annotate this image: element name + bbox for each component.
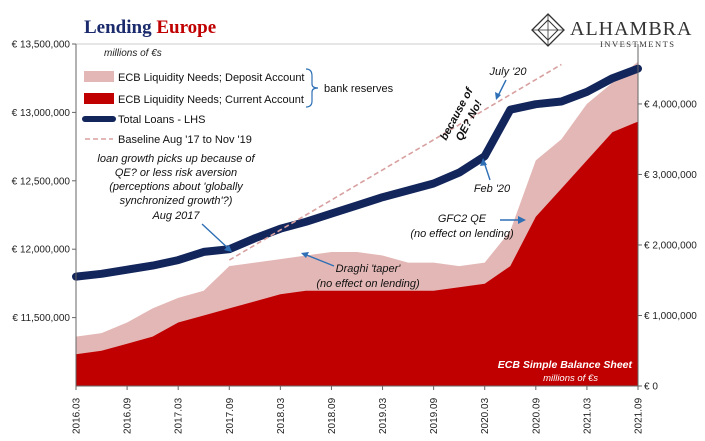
annotation-gfc2-line2: (no effect on lending) [410, 228, 514, 240]
ecb-balance-sheet-label: ECB Simple Balance Sheet [498, 359, 633, 371]
title-part1: Lending [84, 17, 152, 38]
area-ecb-liquidity-needs-current-account [76, 121, 638, 386]
annotation-aug2017-line3: (perceptions about 'globally [109, 181, 244, 193]
annotation-aug2017: loan growth picks up because of QE? or l… [97, 153, 256, 252]
annotation-july20-arrow [497, 79, 507, 97]
x-axis-ticks: 2016.03 2016.09 2017.03 2017.09 2018.03 2018.… [72, 386, 645, 434]
legend-current-label: ECB Liquidity Needs; Current Account [118, 94, 304, 106]
loans-layer [72, 63, 642, 281]
left-tick-label: € 11,500,000 [12, 313, 70, 324]
annotation-aug2017-arrow [201, 223, 231, 251]
legend-total-label: Total Loans - LHS [118, 114, 205, 126]
annotation-gfc2-line1: GFC2 QE [438, 213, 487, 225]
legend-bracket [305, 68, 319, 108]
annotation-july20: July '20 [489, 66, 528, 100]
annotation-aug2017-line5: Aug 2017 [151, 210, 200, 222]
annotation-feb20-label: Feb '20 [474, 183, 511, 195]
logo-sub: INVESTMENTS [600, 39, 676, 49]
legend: ECB Liquidity Needs; Deposit Account ECB… [82, 68, 394, 146]
left-tick-label: € 12,500,000 [12, 176, 71, 187]
left-axis-ticks: € 11,500,000 € 12,000,000 € 12,500,000 € 13… [12, 40, 76, 324]
x-tick-label: 2017.09 [225, 397, 236, 434]
right-areas [75, 61, 639, 386]
x-tick-label: 2018.03 [276, 397, 287, 434]
annotation-taper-line1: Draghi 'taper' [336, 263, 402, 275]
right-axis-ticks: € 0 € 1,000,000 € 2,000,000 € 3,000,000 € 4,… [638, 99, 697, 393]
x-tick-label: 2017.03 [174, 397, 185, 434]
annotation-july20-arrowhead [495, 92, 501, 100]
legend-baseline-label: Baseline Aug '17 to Nov '19 [118, 134, 252, 146]
chart-subtitle: millions of €s [104, 48, 162, 59]
annotation-taper-line2: (no effect on lending) [316, 278, 420, 290]
x-tick-label: 2021.03 [582, 397, 593, 434]
right-tick-label: € 4,000,000 [644, 99, 697, 110]
annotation-taper-arrowhead [301, 252, 309, 258]
logo: ALHAMBRA INVESTMENTS [531, 13, 692, 49]
annotation-aug2017-line1: loan growth picks up because of [97, 153, 255, 165]
annotation-aug2017-arrowhead [224, 245, 232, 252]
x-tick-label: 2020.09 [531, 397, 542, 434]
left-tick-label: € 13,500,000 [12, 40, 71, 51]
annotation-aug2017-line4: synchronized growth'?) [120, 195, 233, 207]
legend-deposit-label: ECB Liquidity Needs; Deposit Account [118, 72, 305, 84]
annotation-gfc2: GFC2 QE (no effect on lending) [410, 213, 526, 240]
logo-name: ALHAMBRA [570, 18, 692, 40]
annotation-taper-arrow [303, 253, 335, 267]
x-tick-label: 2021.09 [634, 397, 645, 434]
x-tick-label: 2016.09 [123, 397, 134, 434]
x-tick-label: 2019.03 [378, 397, 389, 434]
annotation-aug2017-line2: QE? or less risk aversion [115, 167, 237, 179]
right-tick-label: € 1,000,000 [644, 311, 697, 322]
annotation-feb20-arrowhead [480, 158, 487, 166]
legend-current-swatch [84, 93, 114, 104]
x-tick-label: 2020.03 [480, 397, 491, 434]
x-tick-label: 2016.03 [72, 397, 83, 434]
annotation-taper: Draghi 'taper' (no effect on lending) [301, 252, 420, 290]
x-tick-label: 2018.09 [327, 397, 338, 434]
annotation-gfc2-arrowhead [518, 216, 526, 224]
line-baseline-aug-17-to-nov-19 [228, 63, 562, 261]
title-part2: Europe [156, 17, 216, 38]
left-tick-label: € 12,000,000 [12, 245, 71, 256]
annotation-feb20: Feb '20 [474, 158, 511, 195]
ecb-balance-sheet-units: millions of €s [543, 373, 598, 384]
right-tick-label: € 3,000,000 [644, 170, 697, 181]
legend-bracket-label: bank reserves [324, 83, 394, 95]
annotation-july20-label: July '20 [489, 66, 528, 78]
right-tick-label: € 0 [644, 382, 658, 393]
x-tick-label: 2019.09 [429, 397, 440, 434]
legend-deposit-swatch [84, 71, 114, 82]
chart-title: Lending Europe [84, 17, 216, 38]
left-tick-label: € 13,000,000 [12, 108, 71, 119]
right-tick-label: € 2,000,000 [644, 240, 697, 251]
